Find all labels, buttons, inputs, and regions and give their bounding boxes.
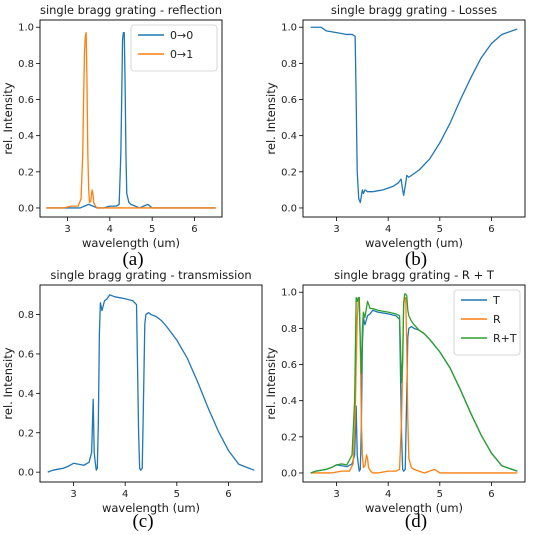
y-tick-label: 0.8 xyxy=(18,310,34,321)
chart-panel: single bragg grating - transmission 3 4 5 6 0… xyxy=(1,268,263,532)
y-tick-label: 0.4 xyxy=(281,131,297,142)
x-tick-label: 3 xyxy=(333,224,339,235)
y-tick-label: 0.6 xyxy=(18,349,34,360)
x-tick-label: 6 xyxy=(488,224,494,235)
y-tick-label: 0.4 xyxy=(18,131,34,142)
chart-panel: single bragg grating - Losses 3 4 5 6 0.0 0.2 0… xyxy=(264,3,526,270)
chart-title: single bragg grating - reflection xyxy=(40,3,222,17)
y-tick-label: 0.6 xyxy=(18,95,34,106)
x-tick-label: 5 xyxy=(149,224,155,235)
y-tick-label: 0.8 xyxy=(281,59,297,70)
x-tick-label: 6 xyxy=(191,224,197,235)
y-tick-label: 0.2 xyxy=(281,432,297,443)
y-axis-label: rel. Intensity xyxy=(264,347,278,419)
x-tick-label: 5 xyxy=(174,489,180,500)
y-tick-label: 1.0 xyxy=(18,23,34,34)
series-group xyxy=(310,26,518,204)
panel-label: (b) xyxy=(405,249,427,270)
series-line xyxy=(310,26,518,204)
panel-label: (c) xyxy=(132,511,153,532)
legend-entry: R+T xyxy=(493,332,517,345)
x-tick-label: 5 xyxy=(437,224,443,235)
chart-panel: single bragg grating - reflection 3 4 5 6 0.0… xyxy=(1,3,223,270)
y-axis-label: rel. Intensity xyxy=(1,82,15,154)
chart-title: single bragg grating - Losses xyxy=(331,3,497,17)
series-line xyxy=(310,296,518,474)
y-tick-label: 0.8 xyxy=(281,324,297,335)
series-line xyxy=(47,294,255,473)
x-tick-label: 4 xyxy=(385,489,391,500)
y-tick-label: 0.0 xyxy=(18,203,34,214)
series-line xyxy=(46,32,216,209)
y-tick-label: 0.2 xyxy=(18,428,34,439)
x-tick-label: 6 xyxy=(488,489,494,500)
y-tick-label: 1.0 xyxy=(281,23,297,34)
x-axis-label: wavelength (um) xyxy=(365,236,463,250)
legend-entry: R xyxy=(493,313,501,326)
y-tick-label: 0.8 xyxy=(18,59,34,70)
x-tick-label: 4 xyxy=(107,224,113,235)
chart-title: single bragg grating - transmission xyxy=(50,268,251,282)
x-axis-label: wavelength (um) xyxy=(365,501,463,515)
axes-frame xyxy=(302,19,526,218)
chart-panel: single bragg grating - R + T 3 4 5 6 0.0 0.2 0.… xyxy=(264,268,526,532)
y-tick-label: 0.2 xyxy=(281,167,297,178)
legend-entry: 0→0 xyxy=(170,29,193,42)
legend: 0→00→1 xyxy=(130,24,218,72)
y-tick-label: 0.6 xyxy=(281,95,297,106)
x-tick-label: 4 xyxy=(385,224,391,235)
panel-label: (a) xyxy=(122,249,143,270)
y-axis-label: rel. Intensity xyxy=(264,82,278,154)
legend-entry: T xyxy=(492,294,500,307)
legend: TR R+T xyxy=(453,289,521,356)
x-tick-label: 3 xyxy=(70,489,76,500)
x-tick-label: 3 xyxy=(333,489,339,500)
axes-frame xyxy=(39,19,223,218)
chart-title: single bragg grating - R + T xyxy=(334,268,495,282)
y-tick-label: 1.0 xyxy=(281,288,297,299)
y-tick-label: 0.4 xyxy=(281,396,297,407)
y-tick-label: 0.0 xyxy=(18,468,34,479)
axes-frame xyxy=(302,284,526,483)
y-tick-label: 0.4 xyxy=(18,389,34,400)
series-group xyxy=(47,294,255,473)
series-group xyxy=(310,293,518,474)
y-tick-label: 0.0 xyxy=(281,468,297,479)
y-tick-label: 0.2 xyxy=(18,167,34,178)
x-tick-label: 3 xyxy=(64,224,70,235)
x-tick-label: 4 xyxy=(122,489,128,500)
axes-frame xyxy=(39,284,263,483)
x-axis-label: wavelength (um) xyxy=(82,236,180,250)
y-tick-label: 0.0 xyxy=(281,203,297,214)
legend-entry: 0→1 xyxy=(170,48,193,61)
y-tick-label: 0.6 xyxy=(281,360,297,371)
x-tick-label: 5 xyxy=(437,489,443,500)
x-tick-label: 6 xyxy=(225,489,231,500)
panel-label: (d) xyxy=(405,511,427,532)
y-axis-label: rel. Intensity xyxy=(1,347,15,419)
series-line xyxy=(46,32,216,209)
legend-box xyxy=(130,24,218,72)
series-group xyxy=(46,32,216,209)
series-line xyxy=(310,293,518,474)
x-axis-label: wavelength (um) xyxy=(102,501,200,515)
